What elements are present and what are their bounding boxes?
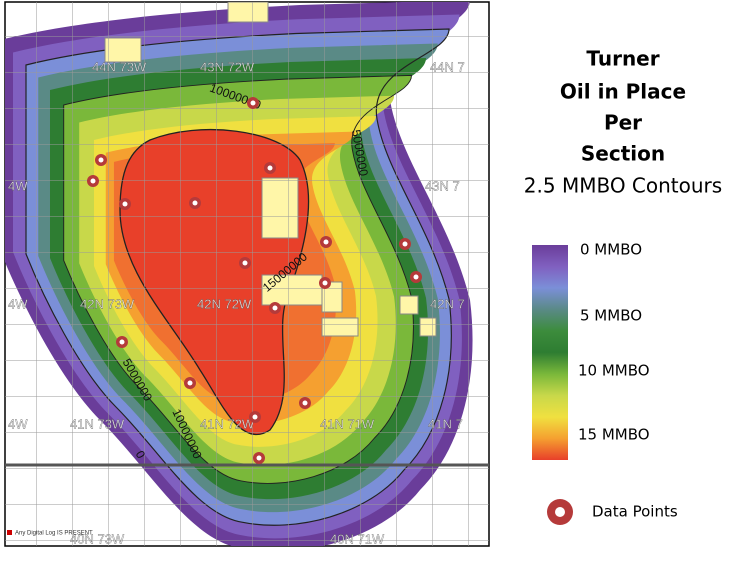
map-clip bbox=[5, 2, 489, 546]
township-labels: 44N 73W 43N 72W 44N 7 43N 7 4W 42N 73W 4… bbox=[8, 59, 465, 546]
township-label: 40N 71W bbox=[330, 531, 385, 546]
township-label: 43N 7 bbox=[425, 178, 460, 193]
data-point-symbol-center bbox=[555, 507, 565, 517]
township-label: 41N 73W bbox=[70, 416, 125, 431]
title-line: Oil in Place bbox=[560, 80, 686, 104]
township-label: 40N 73W bbox=[70, 531, 125, 546]
data-point bbox=[413, 274, 419, 280]
township-label: 4W bbox=[8, 178, 28, 193]
data-point bbox=[98, 157, 104, 163]
township-label: 4W bbox=[8, 416, 28, 431]
legend-label: 10 MMBO bbox=[578, 362, 650, 380]
title-line: Per bbox=[604, 111, 642, 135]
data-point bbox=[187, 380, 193, 386]
title-line: Section bbox=[581, 142, 665, 166]
data-point bbox=[242, 260, 248, 266]
data-point bbox=[267, 165, 273, 171]
data-point bbox=[323, 239, 329, 245]
footnote: Any Digital Log IS PRESENT bbox=[15, 531, 93, 537]
data-point bbox=[256, 455, 262, 461]
legend-label: 5 MMBO bbox=[580, 307, 642, 325]
township-label: 44N 73W bbox=[92, 59, 147, 74]
title-line: Turner bbox=[586, 47, 659, 71]
data-point bbox=[402, 241, 408, 247]
footnote-marker bbox=[7, 530, 12, 535]
data-point bbox=[192, 200, 198, 206]
data-points bbox=[87, 97, 422, 464]
data-point bbox=[250, 100, 256, 106]
data-point bbox=[252, 414, 258, 420]
township-label: 42N 72W bbox=[197, 296, 252, 311]
section-grid bbox=[5, 2, 489, 546]
legend-label: 15 MMBO bbox=[578, 426, 650, 444]
township-label: 41N 71W bbox=[320, 416, 375, 431]
township-label: 4W bbox=[8, 296, 28, 311]
legend: 0 MMBO 5 MMBO 10 MMBO 15 MMBO Data Point… bbox=[532, 241, 678, 525]
township-label: 41N 72W bbox=[200, 416, 255, 431]
subtitle: 2.5 MMBO Contours bbox=[524, 174, 722, 198]
township-label: 42N 73W bbox=[80, 296, 135, 311]
data-point bbox=[122, 201, 128, 207]
title-block: Turner Oil in Place Per Section 2.5 MMBO… bbox=[524, 47, 722, 198]
data-point bbox=[119, 339, 125, 345]
map: 44N 73W 43N 72W 44N 7 43N 7 4W 42N 73W 4… bbox=[4, 1, 490, 547]
data-point bbox=[322, 280, 328, 286]
township-label: 42N 7 bbox=[430, 296, 465, 311]
data-point bbox=[272, 305, 278, 311]
township-label: 41N 7 bbox=[428, 416, 463, 431]
legend-label: 0 MMBO bbox=[580, 241, 642, 259]
township-label: 43N 72W bbox=[200, 59, 255, 74]
color-bar bbox=[532, 245, 568, 460]
township-label: 44N 7 bbox=[430, 59, 465, 74]
data-point bbox=[90, 178, 96, 184]
legend-label: Data Points bbox=[592, 503, 678, 521]
data-point bbox=[302, 400, 308, 406]
